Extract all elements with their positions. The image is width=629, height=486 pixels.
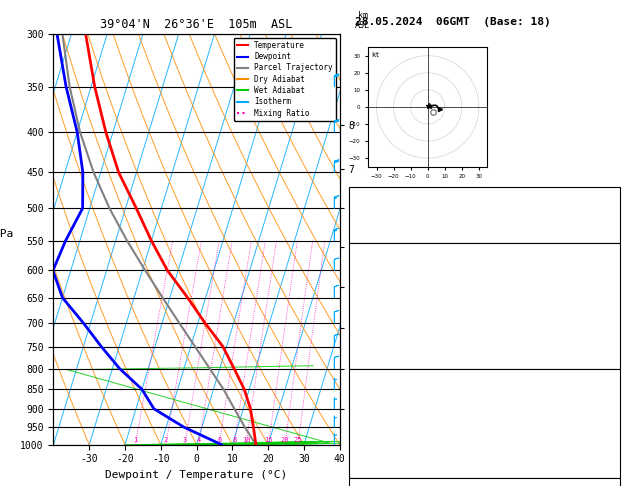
- Text: 10: 10: [242, 436, 250, 443]
- Title: 39°04'N  26°36'E  105m  ASL: 39°04'N 26°36'E 105m ASL: [101, 18, 292, 32]
- Text: LCL: LCL: [348, 392, 363, 401]
- Text: 6: 6: [217, 436, 221, 443]
- Text: 307: 307: [599, 296, 616, 306]
- Text: CAPE (J): CAPE (J): [352, 440, 399, 450]
- Y-axis label: hPa: hPa: [0, 229, 14, 240]
- Text: km
ASL: km ASL: [355, 11, 370, 30]
- Text: -29: -29: [599, 190, 616, 200]
- Text: 0: 0: [611, 331, 616, 341]
- Text: CAPE (J): CAPE (J): [352, 331, 399, 341]
- Text: 1002: 1002: [593, 387, 616, 397]
- Text: K: K: [352, 190, 358, 200]
- Text: 0.63: 0.63: [593, 225, 616, 235]
- Text: 3: 3: [182, 436, 187, 443]
- Text: 4: 4: [197, 436, 201, 443]
- Text: PW (cm): PW (cm): [352, 225, 393, 235]
- Text: 8: 8: [611, 313, 616, 324]
- Text: 2: 2: [164, 436, 168, 443]
- Text: 8: 8: [232, 436, 237, 443]
- Text: 0: 0: [611, 440, 616, 450]
- Text: Dewp (°C): Dewp (°C): [352, 278, 405, 289]
- Text: 0: 0: [611, 457, 616, 467]
- Text: θᴇ (K): θᴇ (K): [352, 405, 387, 415]
- X-axis label: Dewpoint / Temperature (°C): Dewpoint / Temperature (°C): [106, 470, 287, 480]
- Text: © weatheronline.co.uk: © weatheronline.co.uk: [355, 469, 468, 479]
- Text: Most Unstable: Most Unstable: [446, 370, 523, 381]
- Text: 26: 26: [604, 207, 616, 217]
- Text: Hodograph: Hodograph: [458, 479, 511, 486]
- Text: 307: 307: [599, 405, 616, 415]
- Text: 0: 0: [611, 348, 616, 359]
- Text: Pressure (mb): Pressure (mb): [352, 387, 428, 397]
- Text: 25: 25: [294, 436, 303, 443]
- Text: 8: 8: [611, 422, 616, 432]
- Text: CIN (J): CIN (J): [352, 348, 393, 359]
- Text: Surface: Surface: [464, 244, 505, 255]
- Text: Mixing Ratio (g/kg): Mixing Ratio (g/kg): [382, 254, 392, 348]
- Text: 7: 7: [611, 278, 616, 289]
- Text: Totals Totals: Totals Totals: [352, 207, 428, 217]
- Text: 1: 1: [133, 436, 137, 443]
- Text: kt: kt: [371, 52, 380, 58]
- Text: Temp (°C): Temp (°C): [352, 261, 405, 271]
- Text: 15: 15: [264, 436, 273, 443]
- Legend: Temperature, Dewpoint, Parcel Trajectory, Dry Adiabat, Wet Adiabat, Isotherm, Mi: Temperature, Dewpoint, Parcel Trajectory…: [233, 38, 336, 121]
- Text: CIN (J): CIN (J): [352, 457, 393, 467]
- Text: 28.05.2024  06GMT  (Base: 18): 28.05.2024 06GMT (Base: 18): [355, 17, 551, 27]
- Text: 20: 20: [281, 436, 289, 443]
- Text: θᴇ(K): θᴇ(K): [352, 296, 382, 306]
- Text: Lifted Index: Lifted Index: [352, 422, 423, 432]
- Text: Lifted Index: Lifted Index: [352, 313, 423, 324]
- Text: 16.6: 16.6: [593, 261, 616, 271]
